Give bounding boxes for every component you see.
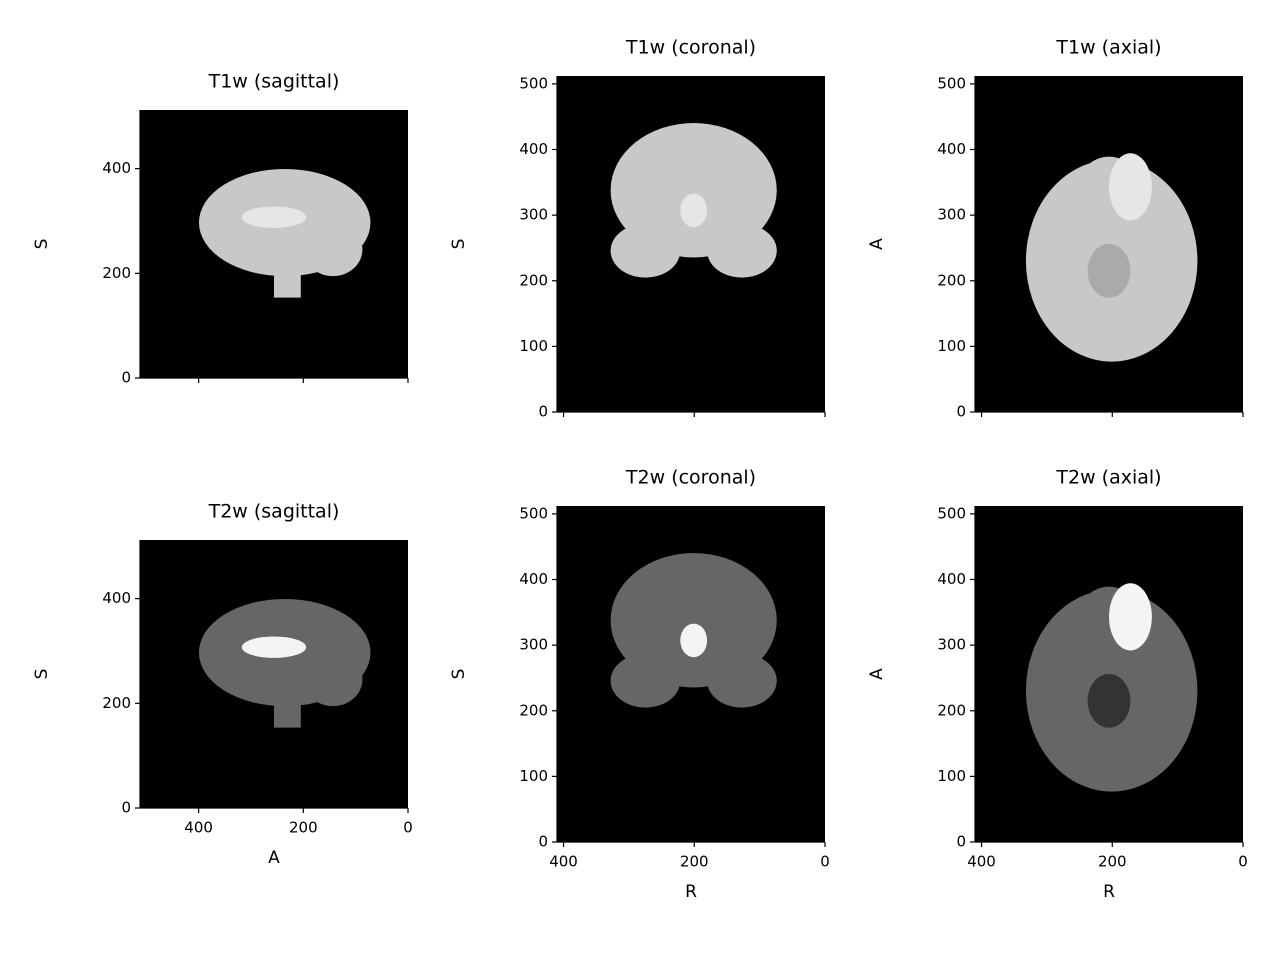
y-tick-label: 400 — [937, 570, 966, 588]
y-tick-label: 400 — [937, 140, 966, 158]
y-tick-label: 100 — [519, 337, 548, 355]
y-tick-label: 0 — [121, 369, 131, 387]
y-tick-label: 200 — [519, 271, 548, 289]
y-axis-label: S — [32, 669, 52, 680]
x-tick-label: 0 — [1238, 853, 1248, 871]
panel: T1w (coronal) 0 100 200 300 400 500 S — [449, 37, 826, 421]
anatomy — [1109, 583, 1152, 651]
panel-title: T1w (axial) — [1055, 37, 1161, 59]
y-tick-label: 0 — [538, 403, 548, 421]
panel: T2w (sagittal) 0 200 400 400 200 0 A S — [32, 501, 413, 869]
panel-title: T1w (sagittal) — [208, 71, 340, 93]
anatomy — [274, 674, 301, 728]
anatomy — [610, 553, 777, 688]
anatomy — [1109, 153, 1152, 221]
y-tick-label: 200 — [102, 264, 131, 282]
y-tick-label: 0 — [538, 833, 548, 851]
panel-title: T1w (coronal) — [625, 37, 756, 59]
y-tick-label: 0 — [121, 799, 131, 817]
anatomy — [680, 623, 708, 658]
y-tick-label: 300 — [519, 206, 548, 224]
panel: T2w (axial) 0 100 200 300 400 500 400 200 0 R A — [867, 467, 1248, 903]
panel-title: T2w (sagittal) — [208, 501, 340, 523]
y-tick-label: 400 — [102, 589, 131, 607]
y-tick-label: 400 — [519, 140, 548, 158]
y-tick-label: 500 — [937, 74, 966, 92]
anatomy — [680, 193, 708, 228]
x-tick-label: 0 — [403, 819, 413, 837]
x-axis-label: R — [685, 882, 697, 902]
anatomy — [241, 206, 307, 228]
x-tick-label: 200 — [680, 853, 709, 871]
anatomy — [241, 636, 307, 658]
y-tick-label: 500 — [519, 504, 548, 522]
y-tick-label: 100 — [937, 767, 966, 785]
panel: T1w (sagittal) 0 200 400 S — [32, 71, 409, 387]
x-tick-label: 200 — [1098, 853, 1127, 871]
anatomy — [707, 653, 777, 708]
anatomy — [610, 653, 681, 708]
anatomy — [1087, 244, 1131, 298]
x-tick-label: 0 — [820, 853, 830, 871]
y-axis-label: S — [449, 239, 469, 250]
panel-title: T2w (coronal) — [625, 467, 756, 489]
anatomy — [274, 244, 301, 298]
anatomy — [303, 222, 363, 277]
y-axis-label: A — [867, 238, 887, 250]
y-axis-label: S — [449, 669, 469, 680]
panel: T2w (coronal) 0 100 200 300 400 500 400 200 0 R S — [449, 467, 830, 903]
x-axis-label: A — [268, 848, 280, 868]
panel-title: T2w (axial) — [1055, 467, 1161, 489]
anatomy — [610, 123, 777, 258]
x-tick-label: 400 — [967, 853, 996, 871]
y-tick-label: 500 — [519, 74, 548, 92]
y-axis-label: A — [867, 668, 887, 680]
y-tick-label: 200 — [937, 701, 966, 719]
x-tick-label: 400 — [184, 819, 213, 837]
y-tick-label: 300 — [519, 636, 548, 654]
anatomy — [707, 223, 777, 278]
y-tick-label: 500 — [937, 504, 966, 522]
y-tick-label: 0 — [956, 403, 966, 421]
x-axis-label: R — [1103, 882, 1115, 902]
panel: T1w (axial) 0 100 200 300 400 500 A — [867, 37, 1244, 421]
anatomy — [303, 652, 363, 707]
y-tick-label: 100 — [519, 767, 548, 785]
x-tick-label: 200 — [289, 819, 318, 837]
y-tick-label: 200 — [102, 694, 131, 712]
y-tick-label: 300 — [937, 206, 966, 224]
y-tick-label: 200 — [519, 701, 548, 719]
anatomy — [610, 223, 681, 278]
y-tick-label: 200 — [937, 271, 966, 289]
y-tick-label: 300 — [937, 636, 966, 654]
y-tick-label: 400 — [519, 570, 548, 588]
y-tick-label: 100 — [937, 337, 966, 355]
x-tick-label: 400 — [549, 853, 578, 871]
y-tick-label: 400 — [102, 159, 131, 177]
anatomy — [1087, 674, 1131, 728]
y-tick-label: 0 — [956, 833, 966, 851]
y-axis-label: S — [32, 239, 52, 250]
